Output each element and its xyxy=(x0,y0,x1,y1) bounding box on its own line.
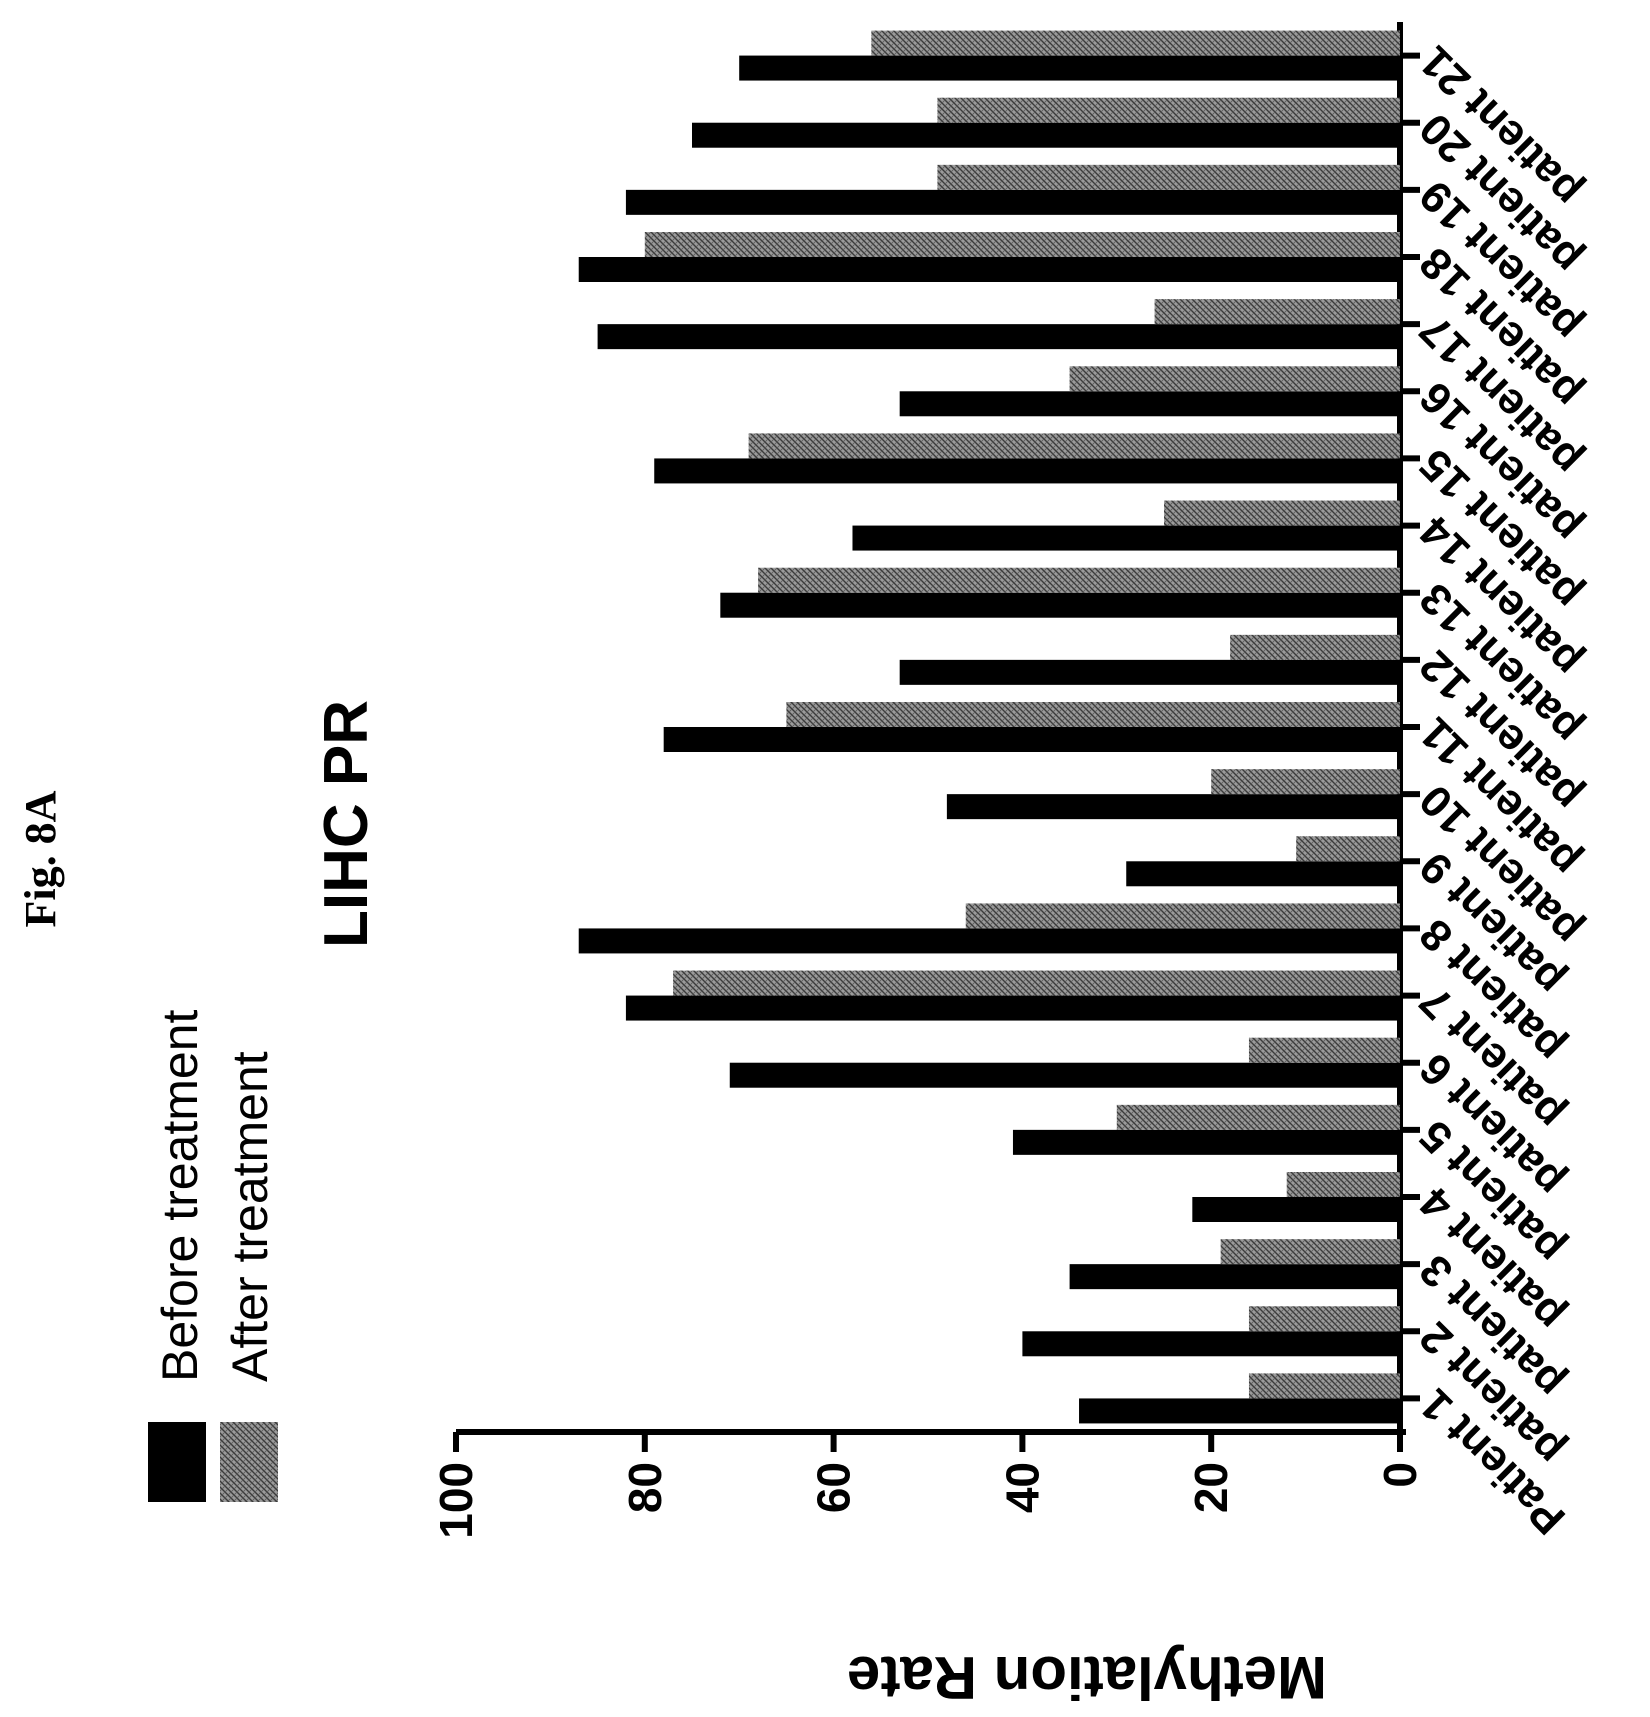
bar-before-treatment xyxy=(597,324,1400,350)
legend: Before treatment After treatment xyxy=(148,1009,278,1502)
y-tick-label: 80 xyxy=(619,1462,671,1513)
y-axis-label: Methylation Rate xyxy=(847,1644,1327,1711)
bar-before-treatment xyxy=(1192,1197,1400,1222)
bar-after-treatment xyxy=(1230,634,1400,660)
bar-after-treatment xyxy=(1286,1172,1400,1197)
bar-before-treatment xyxy=(729,1062,1400,1088)
chart-title: LIHC PR xyxy=(312,700,381,948)
y-tick-label: 60 xyxy=(808,1462,860,1513)
bar-after-treatment xyxy=(1211,769,1400,795)
bar-after-treatment xyxy=(965,903,1400,929)
bar-after-treatment xyxy=(1248,1037,1400,1063)
bar-after-treatment xyxy=(748,433,1400,459)
bar-before-treatment xyxy=(578,928,1400,954)
bar-after-treatment xyxy=(1248,1373,1400,1399)
bar-after-treatment xyxy=(644,232,1400,257)
bar-before-treatment xyxy=(899,659,1400,685)
y-tick-label: 0 xyxy=(1374,1462,1426,1488)
y-tick-label: 20 xyxy=(1185,1462,1237,1513)
bar-after-treatment xyxy=(673,970,1400,996)
bar-before-treatment xyxy=(625,189,1400,215)
legend-label-before: Before treatment xyxy=(152,1009,208,1382)
bar-after-treatment xyxy=(1220,1239,1401,1265)
bar-after-treatment xyxy=(786,702,1400,727)
y-tick-label: 40 xyxy=(996,1462,1048,1513)
bar-before-treatment xyxy=(739,55,1400,81)
bar-after-treatment xyxy=(937,164,1400,190)
bar-before-treatment xyxy=(1126,861,1400,887)
bar-after-treatment xyxy=(1069,366,1400,392)
bar-before-treatment xyxy=(1022,1331,1401,1357)
bar-before-treatment xyxy=(625,995,1400,1021)
legend-label-after: After treatment xyxy=(222,1051,278,1382)
bar-after-treatment xyxy=(758,567,1400,593)
y-tick-label: 100 xyxy=(430,1462,482,1539)
bar-before-treatment xyxy=(946,794,1400,820)
bar-before-treatment xyxy=(1079,1398,1401,1424)
bar-after-treatment xyxy=(1164,500,1400,526)
bar-after-treatment xyxy=(1154,299,1401,325)
bar-after-treatment xyxy=(1248,1306,1400,1332)
figure-label: Fig. 8A xyxy=(16,790,65,927)
bar-after-treatment xyxy=(1116,1104,1401,1130)
bar-before-treatment xyxy=(578,257,1400,282)
bar-before-treatment xyxy=(1069,1264,1400,1290)
legend-swatch-after xyxy=(220,1422,278,1502)
bar-before-treatment xyxy=(654,458,1400,484)
bar-before-treatment xyxy=(1012,1129,1401,1155)
bar-after-treatment xyxy=(937,97,1400,123)
bar-before-treatment xyxy=(852,525,1400,551)
legend-swatch-before xyxy=(148,1422,206,1502)
bar-after-treatment xyxy=(1296,836,1401,862)
bar-after-treatment xyxy=(871,30,1400,56)
bar-before-treatment xyxy=(663,727,1400,752)
bar-before-treatment xyxy=(692,122,1400,148)
bar-before-treatment xyxy=(899,391,1400,417)
bar-before-treatment xyxy=(720,592,1400,618)
